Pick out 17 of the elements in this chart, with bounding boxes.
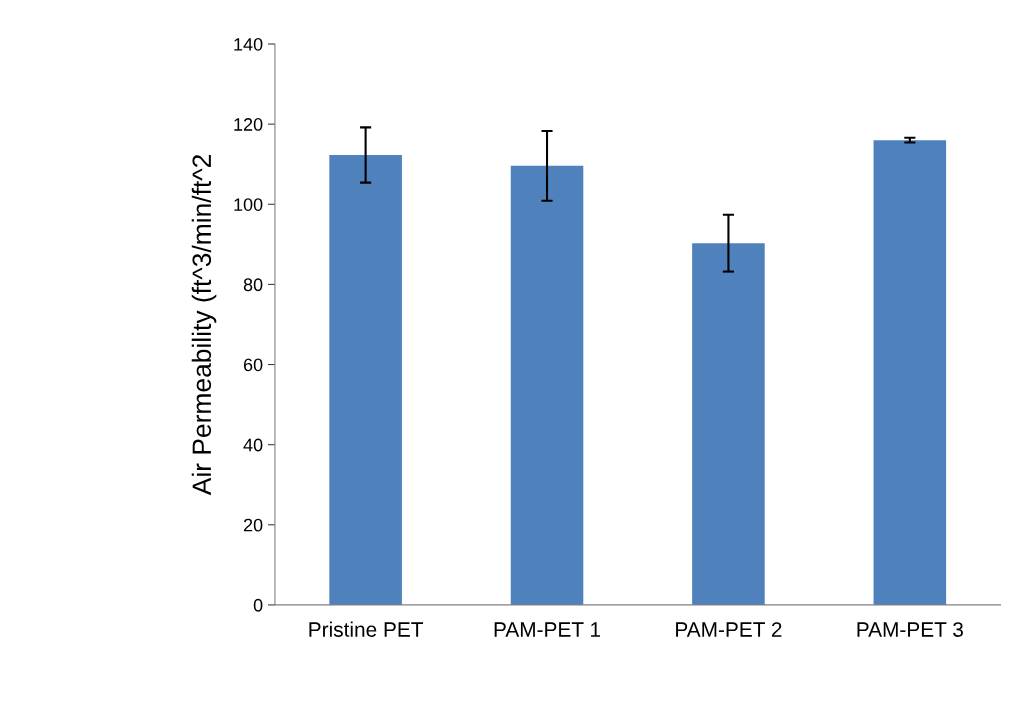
bar: [510, 165, 584, 605]
y-tick-label: 40: [243, 438, 263, 452]
y-tick-label: 60: [243, 358, 263, 372]
y-tick-label: 20: [243, 518, 263, 532]
y-tick-label: 100: [234, 198, 263, 211]
bar: [692, 243, 765, 605]
bar: [873, 140, 947, 605]
x-tick-label: PAM-PET 2: [676, 622, 782, 637]
x-tick-label: Pristine PET: [309, 621, 424, 637]
y-tick-label: 0: [253, 598, 263, 612]
bar: [329, 155, 402, 605]
y-tick-label: 140: [234, 37, 263, 51]
y-axis-title: Air Permeability (ft^3/min/ft^2: [191, 155, 217, 496]
y-tick-label: 120: [234, 118, 263, 131]
x-tick-label: PAM-PET 1: [494, 622, 601, 637]
x-tick-label: PAM-PET 3: [857, 622, 963, 637]
y-tick-label: 80: [243, 278, 263, 292]
